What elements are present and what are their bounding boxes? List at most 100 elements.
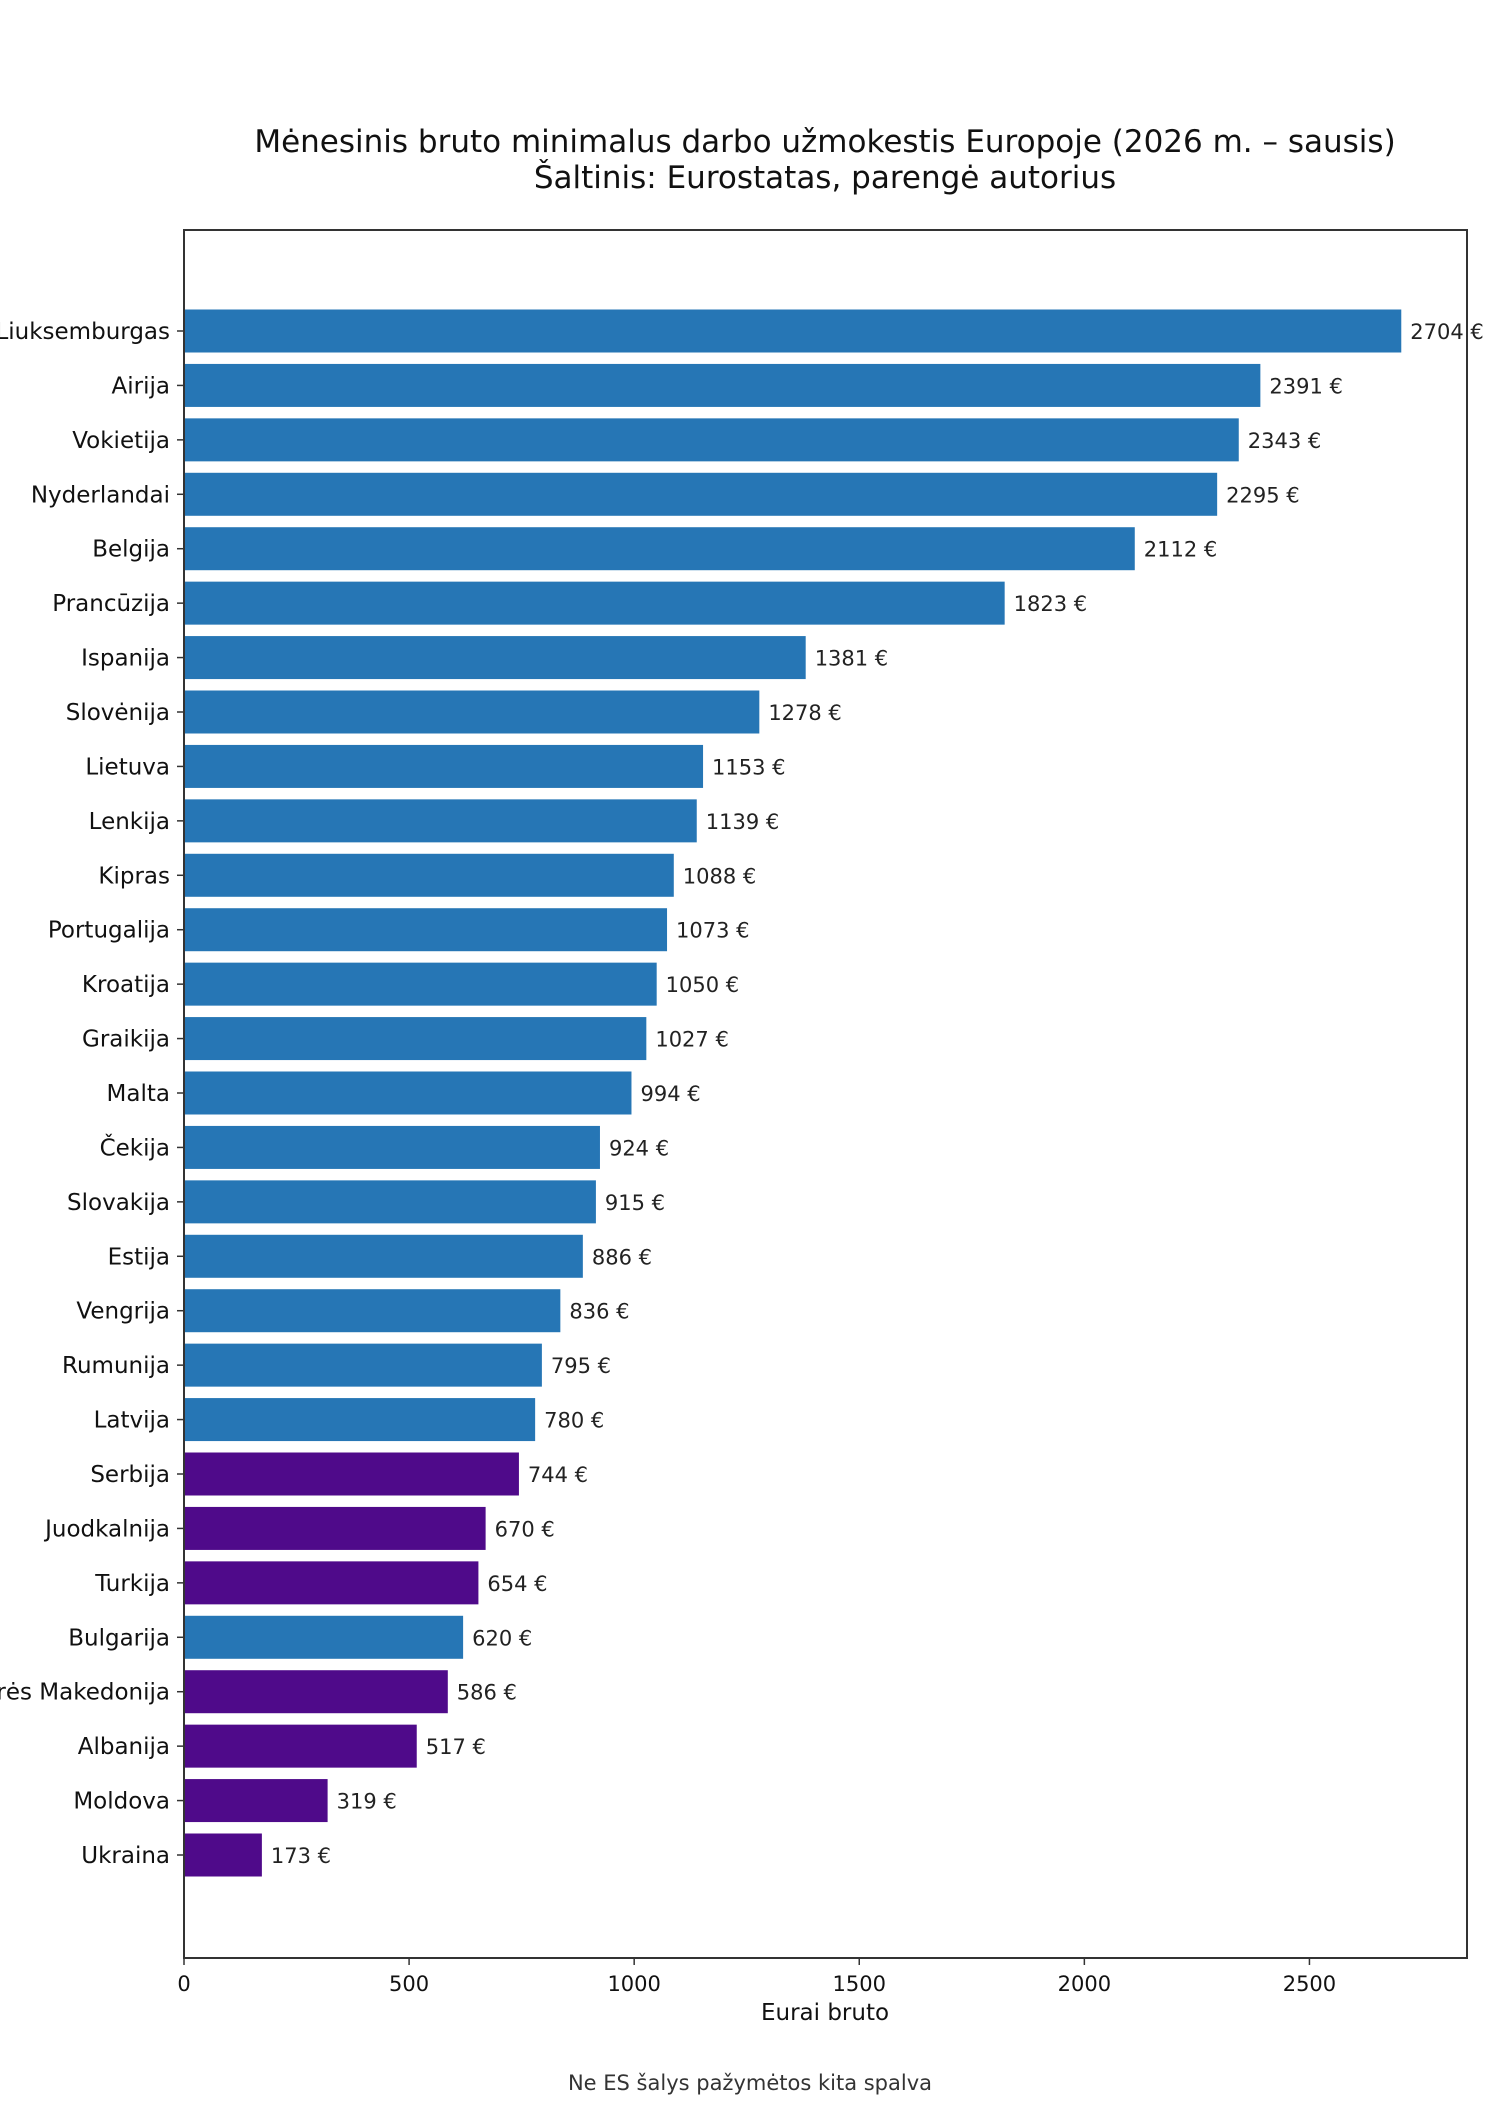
category-label: Albanija	[78, 1734, 170, 1760]
data-label: 744 €	[528, 1463, 588, 1487]
category-label: Liuksemburgas	[0, 319, 170, 345]
bar	[185, 1724, 417, 1768]
category-label: Čekija	[100, 1133, 170, 1161]
data-label: 915 €	[605, 1191, 665, 1215]
data-label: 924 €	[609, 1136, 669, 1160]
category-label: Turkija	[94, 1571, 170, 1597]
x-tick-label: 1500	[833, 1972, 886, 1996]
x-tick-label: 0	[177, 1972, 190, 1996]
data-label: 173 €	[271, 1844, 331, 1868]
chart-subtitle: Šaltinis: Eurostatas, parengė autorius	[534, 159, 1116, 196]
category-label: Estija	[108, 1244, 170, 1270]
data-label: 1088 €	[683, 864, 756, 888]
data-label: 994 €	[640, 1082, 700, 1106]
bar	[185, 1343, 542, 1387]
bar	[185, 962, 657, 1006]
category-label: Nyderlandai	[31, 482, 170, 508]
data-label: 1139 €	[706, 810, 779, 834]
bar	[185, 1506, 486, 1550]
bar	[185, 1670, 448, 1714]
bar	[185, 1180, 596, 1224]
category-label: Ukraina	[81, 1843, 170, 1869]
category-label: Portugalija	[48, 918, 170, 944]
x-axis-label: Eurai bruto	[761, 2000, 889, 2026]
bar	[185, 908, 668, 952]
bar	[185, 527, 1135, 571]
category-label: Ispanija	[81, 646, 170, 672]
data-label: 586 €	[457, 1681, 517, 1705]
data-label: 1381 €	[815, 647, 888, 671]
category-label: Kroatija	[82, 972, 170, 998]
category-label: Vokietija	[72, 428, 170, 454]
category-label: Slovakija	[67, 1190, 170, 1216]
data-label: 2391 €	[1269, 374, 1342, 398]
data-label: 620 €	[472, 1626, 532, 1650]
category-label: Moldova	[73, 1789, 170, 1815]
category-label: Serbija	[90, 1462, 170, 1488]
bar	[185, 1779, 328, 1823]
category-label: Airija	[112, 373, 170, 399]
data-label: 2112 €	[1144, 538, 1217, 562]
bar	[185, 690, 760, 734]
x-tick-label: 1000	[607, 1972, 660, 1996]
bar	[185, 1289, 561, 1333]
data-label: 1823 €	[1014, 592, 1087, 616]
bar	[185, 799, 697, 843]
category-label: Graikija	[82, 1027, 170, 1053]
category-label: Rumunija	[62, 1353, 170, 1379]
x-tick-label: 2500	[1283, 1972, 1336, 1996]
bar	[185, 1833, 262, 1877]
data-label: 319 €	[337, 1790, 397, 1814]
bar	[185, 1615, 464, 1659]
bar	[185, 853, 674, 897]
category-label: Latvija	[94, 1408, 170, 1434]
category-label: Vengrija	[76, 1299, 170, 1325]
x-axis-ticks: 0 500 1000 1500 2000 2500	[177, 1958, 1336, 1996]
category-label: Lietuva	[85, 754, 170, 780]
data-label: 836 €	[569, 1300, 629, 1324]
chart-title: Mėnesinis bruto minimalus darbo užmokest…	[254, 124, 1395, 160]
bar	[185, 472, 1218, 516]
bar	[185, 309, 1402, 353]
category-label: Slovėnija	[66, 700, 170, 726]
x-tick-label: 2000	[1058, 1972, 1111, 1996]
category-label: Lenkija	[89, 809, 170, 835]
bar	[185, 744, 704, 788]
data-label: 2704 €	[1410, 320, 1483, 344]
bar	[185, 636, 806, 680]
bar	[185, 418, 1239, 462]
x-tick-label: 500	[389, 1972, 429, 1996]
bar-group: 2704 € 2391 € 2343 € 2295 € 2112 € 1823 € 1381…	[185, 309, 1484, 1877]
bar	[185, 1071, 632, 1115]
footnote: Ne ES šalys pažymėtos kita spalva	[568, 2071, 932, 2095]
category-label: Bulgarija	[68, 1625, 170, 1651]
data-label: 1027 €	[655, 1028, 728, 1052]
data-label: 795 €	[551, 1354, 611, 1378]
data-label: 886 €	[592, 1245, 652, 1269]
category-label: Juodkalnija	[43, 1516, 170, 1542]
category-label: Belgija	[92, 537, 170, 563]
bar	[185, 581, 1005, 625]
bar	[185, 1561, 479, 1605]
category-label: Malta	[107, 1081, 170, 1107]
data-label: 2295 €	[1226, 483, 1299, 507]
plot-frame	[183, 229, 1468, 1959]
category-label: Šiaurės Makedonija	[0, 1678, 170, 1706]
category-labels: Liuksemburgas Airija Vokietija Nyderlandai B…	[0, 319, 184, 1869]
data-label: 780 €	[544, 1409, 604, 1433]
category-label: Kipras	[98, 863, 170, 889]
bar	[185, 1452, 519, 1496]
data-label: 1278 €	[768, 701, 841, 725]
data-label: 517 €	[426, 1735, 486, 1759]
data-label: 654 €	[487, 1572, 547, 1596]
data-label: 670 €	[495, 1517, 555, 1541]
data-label: 2343 €	[1248, 429, 1321, 453]
bar	[185, 1017, 647, 1061]
category-label: Prancūzija	[52, 591, 170, 617]
bar	[185, 1125, 600, 1169]
data-label: 1050 €	[666, 973, 739, 997]
data-label: 1073 €	[676, 919, 749, 943]
bar	[185, 1234, 583, 1278]
bar	[185, 1398, 536, 1442]
